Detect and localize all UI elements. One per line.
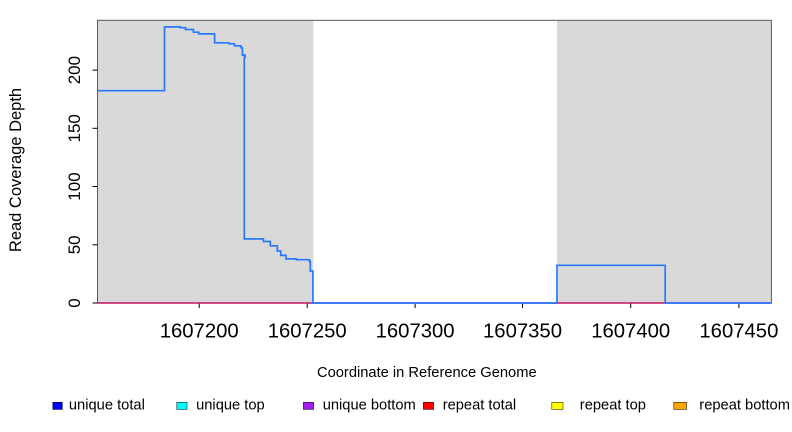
svg-text:repeat top: repeat top — [580, 397, 646, 413]
svg-text:repeat bottom: repeat bottom — [699, 397, 790, 413]
svg-text:Coordinate in Reference Genome: Coordinate in Reference Genome — [317, 365, 537, 381]
svg-text:100: 100 — [65, 172, 84, 200]
svg-text:1607300: 1607300 — [376, 321, 455, 343]
svg-text:1607200: 1607200 — [160, 321, 239, 343]
svg-text:50: 50 — [65, 235, 84, 254]
svg-text:1607350: 1607350 — [483, 321, 562, 343]
svg-text:1607450: 1607450 — [699, 321, 778, 343]
svg-text:unique top: unique top — [196, 397, 265, 413]
svg-text:150: 150 — [65, 114, 84, 142]
svg-text:200: 200 — [65, 56, 84, 84]
svg-text:1607250: 1607250 — [268, 321, 347, 343]
svg-text:unique total: unique total — [69, 397, 145, 413]
svg-text:0: 0 — [65, 298, 84, 307]
svg-text:repeat total: repeat total — [443, 397, 517, 413]
svg-text:1607400: 1607400 — [591, 321, 670, 343]
svg-text:Read Coverage Depth: Read Coverage Depth — [7, 88, 25, 252]
svg-text:unique bottom: unique bottom — [323, 397, 416, 413]
